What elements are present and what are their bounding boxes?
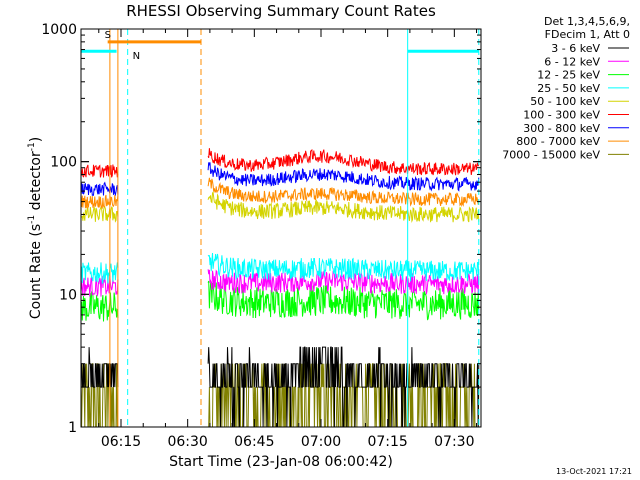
footer-timestamp: 13-Oct-2021 17:21 bbox=[556, 467, 632, 476]
y-tick-label-1: 10 bbox=[59, 287, 77, 303]
night-label: N bbox=[133, 51, 140, 62]
series-3-segment-1 bbox=[207, 252, 480, 282]
x-tick-label-1: 06:30 bbox=[167, 434, 207, 450]
series-6-segment-0 bbox=[80, 181, 119, 197]
legend-entry-label-0: 3 - 6 keV bbox=[551, 42, 600, 55]
series-4-segment-0 bbox=[80, 206, 119, 223]
x-tick-label-3: 07:00 bbox=[301, 434, 341, 450]
chart-title: RHESSI Observing Summary Count Rates bbox=[126, 2, 436, 20]
saa-label: S bbox=[105, 30, 111, 41]
series-2-segment-1 bbox=[207, 280, 480, 321]
y-axis-label-sup2: -1 bbox=[27, 142, 37, 151]
series-5-segment-0 bbox=[80, 164, 119, 178]
series-3-segment-0 bbox=[80, 262, 119, 285]
legend-entry-label-7: 800 - 7000 keV bbox=[516, 135, 600, 148]
legend-header-line-1: Det 1,3,4,5,6,9, bbox=[544, 15, 630, 28]
series-8-segment-1 bbox=[208, 363, 480, 428]
plot-frame bbox=[80, 28, 482, 428]
legend-entry-label-3: 25 - 50 keV bbox=[537, 82, 600, 95]
axis-layer: 06:15 06:30 06:45 07:00 07:15 07:30 1 10 100 1000 bbox=[41, 22, 481, 450]
series-4-segment-1 bbox=[207, 191, 480, 223]
series-7-segment-1 bbox=[207, 177, 480, 208]
legend-header-line-2: FDecim 1, Att 0 bbox=[545, 28, 630, 41]
series-8-segment-0 bbox=[80, 363, 118, 428]
legend-entry-label-8: 7000 - 15000 keV bbox=[502, 148, 600, 161]
series-7-segment-0 bbox=[80, 194, 119, 210]
y-tick-label-2: 100 bbox=[50, 155, 77, 171]
series-6-segment-1 bbox=[207, 162, 480, 192]
y-axis-label-sup1: -1 bbox=[27, 215, 37, 224]
y-axis-label-end: ) bbox=[28, 137, 44, 142]
x-tick-label-4: 07:15 bbox=[367, 434, 407, 450]
y-tick-label-3: 1000 bbox=[41, 22, 77, 38]
legend-entry-label-2: 12 - 25 keV bbox=[537, 69, 600, 82]
series-layer bbox=[80, 148, 480, 428]
series-1-segment-0 bbox=[80, 275, 119, 297]
x-axis-label: Start Time (23-Jan-08 06:00:42) bbox=[169, 454, 393, 470]
legend-entry-label-5: 100 - 300 keV bbox=[523, 109, 600, 122]
legend-entry-label-6: 300 - 800 keV bbox=[523, 122, 600, 135]
x-tick-label-2: 06:45 bbox=[234, 434, 274, 450]
y-axis-label-mid: detector bbox=[28, 151, 44, 215]
series-2-segment-0 bbox=[80, 291, 119, 322]
series-0-segment-0 bbox=[81, 347, 119, 388]
y-axis-label: Count Rate (s-1 detector-1) bbox=[27, 137, 44, 319]
x-tick-label-5: 07:30 bbox=[434, 434, 474, 450]
legend: Det 1,3,4,5,6,9, FDecim 1, Att 0 3 - 6 k… bbox=[502, 15, 630, 161]
series-5-segment-1 bbox=[207, 148, 480, 176]
x-tick-label-0: 06:15 bbox=[101, 434, 141, 450]
legend-entry-label-1: 6 - 12 keV bbox=[544, 55, 600, 68]
legend-entry-label-4: 50 - 100 keV bbox=[530, 95, 600, 108]
y-axis-label-main: Count Rate (s bbox=[28, 224, 44, 319]
y-tick-label-0: 1 bbox=[68, 420, 77, 436]
